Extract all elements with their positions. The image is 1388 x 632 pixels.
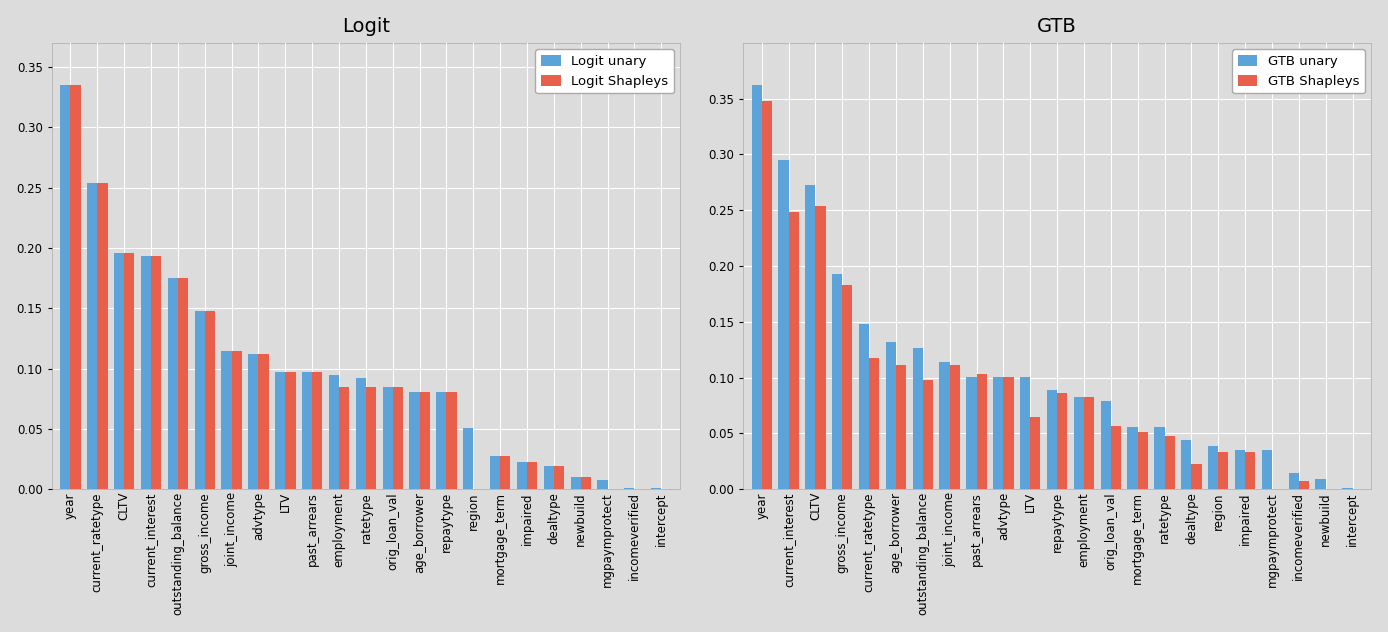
Bar bbox=[168, 278, 178, 489]
Bar bbox=[1101, 401, 1110, 489]
Bar bbox=[490, 456, 500, 489]
Bar bbox=[1127, 427, 1138, 489]
Bar bbox=[897, 365, 906, 489]
Bar bbox=[651, 488, 661, 489]
Bar bbox=[140, 257, 151, 489]
Bar bbox=[570, 477, 580, 489]
Bar bbox=[383, 387, 393, 489]
Bar bbox=[949, 365, 960, 489]
Bar bbox=[464, 428, 473, 489]
Bar bbox=[580, 477, 591, 489]
Bar bbox=[232, 351, 242, 489]
Bar bbox=[977, 374, 987, 489]
Bar bbox=[597, 480, 608, 489]
Bar bbox=[1030, 416, 1041, 489]
Bar bbox=[516, 461, 527, 489]
Bar bbox=[843, 285, 852, 489]
Bar bbox=[1262, 450, 1271, 489]
Bar bbox=[409, 392, 419, 489]
Bar bbox=[1245, 453, 1255, 489]
Bar bbox=[393, 387, 403, 489]
Bar bbox=[1020, 377, 1030, 489]
Bar bbox=[831, 274, 843, 489]
Bar bbox=[419, 392, 430, 489]
Bar bbox=[1181, 440, 1191, 489]
Bar bbox=[178, 278, 189, 489]
Bar bbox=[1219, 453, 1228, 489]
Bar bbox=[436, 392, 447, 489]
Bar bbox=[71, 85, 81, 489]
Bar bbox=[1299, 482, 1309, 489]
Bar bbox=[1110, 426, 1122, 489]
Bar bbox=[913, 348, 923, 489]
Bar bbox=[788, 212, 798, 489]
Bar bbox=[303, 372, 312, 489]
Bar bbox=[258, 354, 269, 489]
Bar bbox=[1342, 488, 1352, 489]
Bar bbox=[114, 253, 124, 489]
Title: GTB: GTB bbox=[1037, 16, 1077, 35]
Bar bbox=[1074, 397, 1084, 489]
Bar bbox=[1165, 435, 1174, 489]
Bar bbox=[329, 375, 339, 489]
Bar bbox=[762, 101, 772, 489]
Bar bbox=[940, 362, 949, 489]
Bar bbox=[1235, 450, 1245, 489]
Bar bbox=[312, 372, 322, 489]
Bar bbox=[1316, 479, 1326, 489]
Bar bbox=[151, 257, 161, 489]
Bar bbox=[815, 206, 826, 489]
Bar bbox=[355, 379, 366, 489]
Bar bbox=[527, 461, 537, 489]
Bar bbox=[275, 372, 286, 489]
Bar bbox=[994, 377, 1004, 489]
Bar bbox=[447, 392, 457, 489]
Bar bbox=[222, 351, 232, 489]
Bar bbox=[194, 311, 205, 489]
Bar bbox=[1138, 432, 1148, 489]
Bar bbox=[339, 387, 350, 489]
Bar bbox=[554, 466, 564, 489]
Bar bbox=[97, 183, 107, 489]
Bar bbox=[966, 377, 977, 489]
Legend: GTB unary, GTB Shapleys: GTB unary, GTB Shapleys bbox=[1233, 49, 1364, 94]
Bar bbox=[1288, 473, 1299, 489]
Bar bbox=[205, 311, 215, 489]
Bar bbox=[1155, 427, 1165, 489]
Bar bbox=[1004, 377, 1013, 489]
Bar bbox=[1084, 397, 1094, 489]
Bar bbox=[805, 185, 815, 489]
Bar bbox=[1047, 390, 1058, 489]
Bar bbox=[625, 488, 634, 489]
Bar bbox=[87, 183, 97, 489]
Bar bbox=[366, 387, 376, 489]
Bar bbox=[248, 354, 258, 489]
Bar bbox=[886, 342, 897, 489]
Bar bbox=[124, 253, 135, 489]
Bar bbox=[286, 372, 296, 489]
Legend: Logit unary, Logit Shapleys: Logit unary, Logit Shapleys bbox=[536, 49, 673, 94]
Bar bbox=[751, 85, 762, 489]
Bar bbox=[1191, 464, 1202, 489]
Title: Logit: Logit bbox=[341, 16, 390, 35]
Bar bbox=[500, 456, 511, 489]
Bar bbox=[923, 380, 933, 489]
Bar bbox=[779, 160, 788, 489]
Bar bbox=[859, 324, 869, 489]
Bar bbox=[1058, 393, 1067, 489]
Bar bbox=[544, 466, 554, 489]
Bar bbox=[60, 85, 71, 489]
Bar bbox=[1208, 446, 1219, 489]
Bar bbox=[869, 358, 880, 489]
